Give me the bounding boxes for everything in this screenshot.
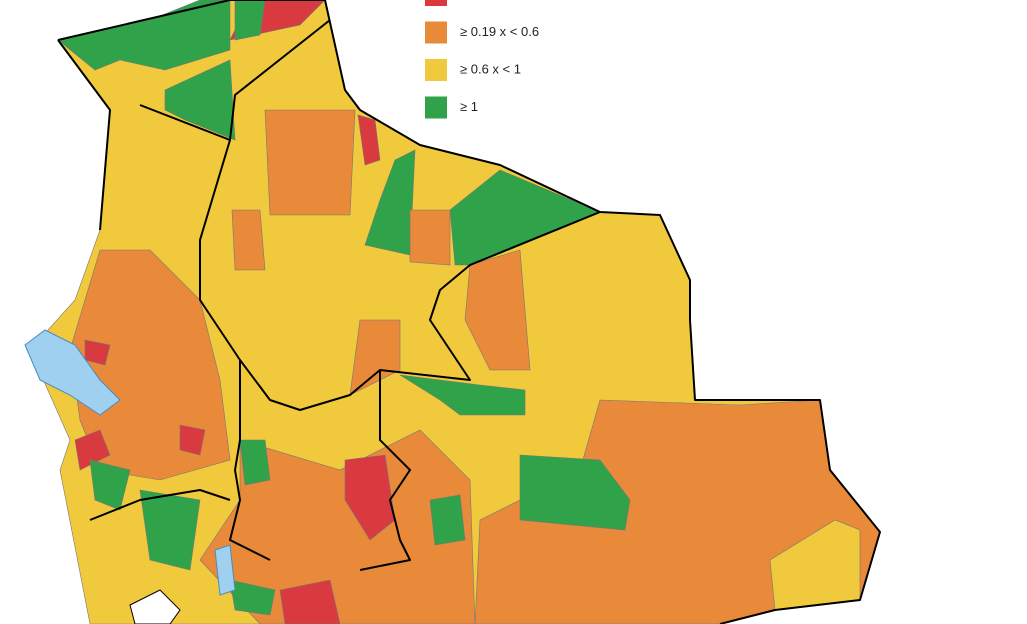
legend-swatch bbox=[425, 0, 447, 6]
region bbox=[84, 339, 111, 366]
legend-swatch bbox=[425, 96, 447, 119]
region bbox=[229, 579, 276, 616]
region bbox=[519, 454, 631, 531]
legend-label: ≥ 0.6 x < 1 bbox=[460, 61, 521, 76]
border bbox=[139, 19, 331, 141]
region bbox=[344, 454, 396, 541]
region bbox=[264, 109, 356, 216]
region bbox=[139, 489, 201, 571]
region bbox=[89, 459, 131, 511]
border bbox=[229, 360, 271, 561]
border bbox=[359, 370, 411, 571]
region bbox=[69, 249, 231, 481]
region bbox=[279, 579, 341, 624]
regions bbox=[24, 0, 881, 624]
department-borders bbox=[57, 0, 881, 624]
border bbox=[199, 139, 601, 411]
legend: ≥ 0.19 x < 0.6 ≥ 0.6 x < 1 ≥ 1 bbox=[425, 0, 539, 119]
region bbox=[464, 249, 531, 371]
region bbox=[74, 429, 111, 471]
region bbox=[399, 374, 526, 416]
border bbox=[57, 39, 111, 231]
border bbox=[89, 489, 231, 521]
region bbox=[239, 439, 271, 486]
region bbox=[179, 424, 206, 456]
region bbox=[769, 519, 861, 611]
legend-label: ≥ 0.19 x < 0.6 bbox=[460, 24, 539, 39]
region bbox=[349, 319, 401, 396]
region bbox=[164, 59, 236, 141]
border bbox=[57, 0, 881, 624]
region bbox=[234, 0, 266, 41]
legend-swatch bbox=[425, 59, 447, 81]
region bbox=[429, 494, 466, 546]
legend-label: ≥ 1 bbox=[460, 99, 478, 114]
lake bbox=[214, 544, 236, 596]
salt-flat bbox=[129, 589, 181, 624]
region bbox=[357, 114, 381, 166]
lake bbox=[24, 329, 121, 416]
region bbox=[231, 209, 266, 271]
region bbox=[409, 209, 451, 266]
region bbox=[364, 149, 416, 256]
legend-swatch bbox=[425, 21, 447, 44]
